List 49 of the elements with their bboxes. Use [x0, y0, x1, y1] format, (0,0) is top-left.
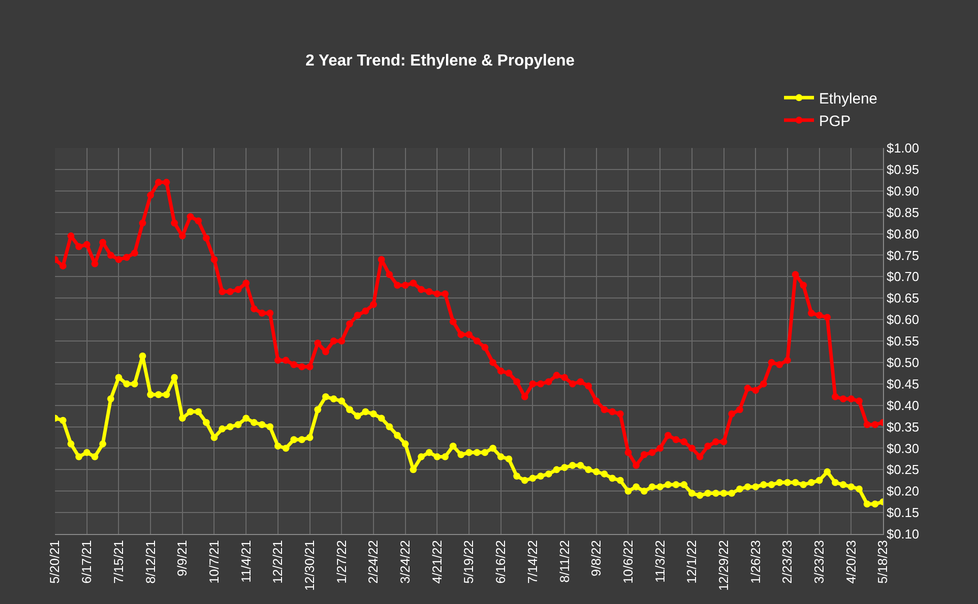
x-tick-label: 3/24/22 [398, 540, 413, 584]
x-tick-label: 12/30/21 [302, 540, 317, 591]
x-tick-label: 4/21/22 [429, 540, 444, 584]
y-tick-label: $0.10 [886, 526, 920, 542]
y-tick-label: $0.60 [886, 312, 920, 328]
x-tick-label: 5/19/22 [461, 540, 476, 584]
y-tick-label: $0.35 [886, 419, 920, 434]
y-tick-label: $0.65 [886, 290, 920, 306]
legend-label: PGP [819, 113, 851, 130]
y-tick-label: $0.20 [886, 484, 920, 499]
y-tick-label: $0.85 [886, 204, 920, 220]
x-tick-label: 6/17/21 [79, 540, 94, 584]
x-tick-label: 3/23/23 [812, 540, 827, 584]
x-tick-label: 8/12/21 [142, 540, 158, 584]
y-tick-label: $0.70 [886, 269, 920, 284]
x-tick-label: 11/4/21 [238, 540, 254, 583]
y-tick-label: $0.90 [886, 183, 920, 198]
y-tick-label: $0.25 [886, 462, 920, 478]
x-tick-label: 5/18/23 [875, 540, 890, 584]
x-tick-label: 9/8/22 [588, 540, 604, 576]
x-tick-label: 2/24/22 [366, 540, 381, 584]
y-tick-label: $0.75 [886, 248, 920, 263]
x-tick-label: 12/1/22 [684, 540, 700, 584]
y-tick-label: $0.40 [886, 398, 920, 413]
y-tick-label: $0.30 [886, 440, 920, 456]
x-tick-label: 12/2/21 [270, 540, 286, 584]
x-tick-label: 12/29/22 [716, 540, 731, 591]
y-tick-label: $0.80 [886, 226, 920, 242]
x-tick-label: 7/14/22 [524, 540, 540, 584]
x-tick-label: 4/20/23 [843, 540, 858, 584]
x-tick-label: 6/16/22 [493, 540, 508, 584]
y-tick-label: $0.45 [886, 376, 920, 392]
y-tick-label: $1.00 [886, 140, 920, 156]
x-tick-label: 10/6/22 [620, 540, 636, 584]
y-tick-label: $0.50 [886, 354, 920, 370]
x-tick-label: 1/26/23 [748, 540, 763, 584]
x-tick-label: 7/15/21 [110, 540, 126, 584]
y-tick-label: $0.95 [886, 162, 920, 177]
x-tick-label: 11/3/22 [652, 540, 668, 583]
x-tick-label: 5/20/21 [47, 540, 62, 584]
x-tick-label: 9/9/21 [174, 540, 190, 576]
y-tick-label: $0.15 [886, 505, 920, 520]
legend-label: Ethylene [819, 90, 878, 108]
x-tick-label: 10/7/21 [206, 540, 222, 584]
chart-subtitle: 2 Year Trend: Ethylene & Propylene [306, 52, 575, 70]
x-tick-label: 8/11/22 [556, 540, 572, 583]
y-tick-label: $0.55 [886, 334, 920, 349]
x-tick-label: 1/27/22 [334, 540, 349, 584]
x-tick-label: 2/23/23 [780, 540, 795, 584]
